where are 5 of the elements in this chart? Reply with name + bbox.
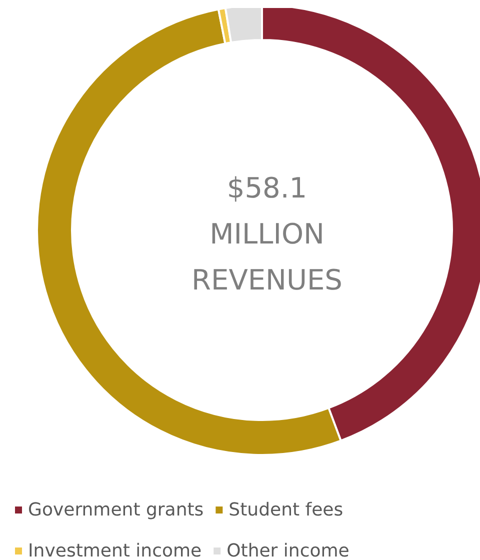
text: $58.1 MILLION REVENUES (192, 172, 342, 296)
legend-label: Other income (226, 540, 350, 560)
legend-label: Investment income (28, 540, 202, 560)
legend-label: Student fees (228, 500, 344, 520)
legend-label: Government grants (28, 500, 204, 520)
